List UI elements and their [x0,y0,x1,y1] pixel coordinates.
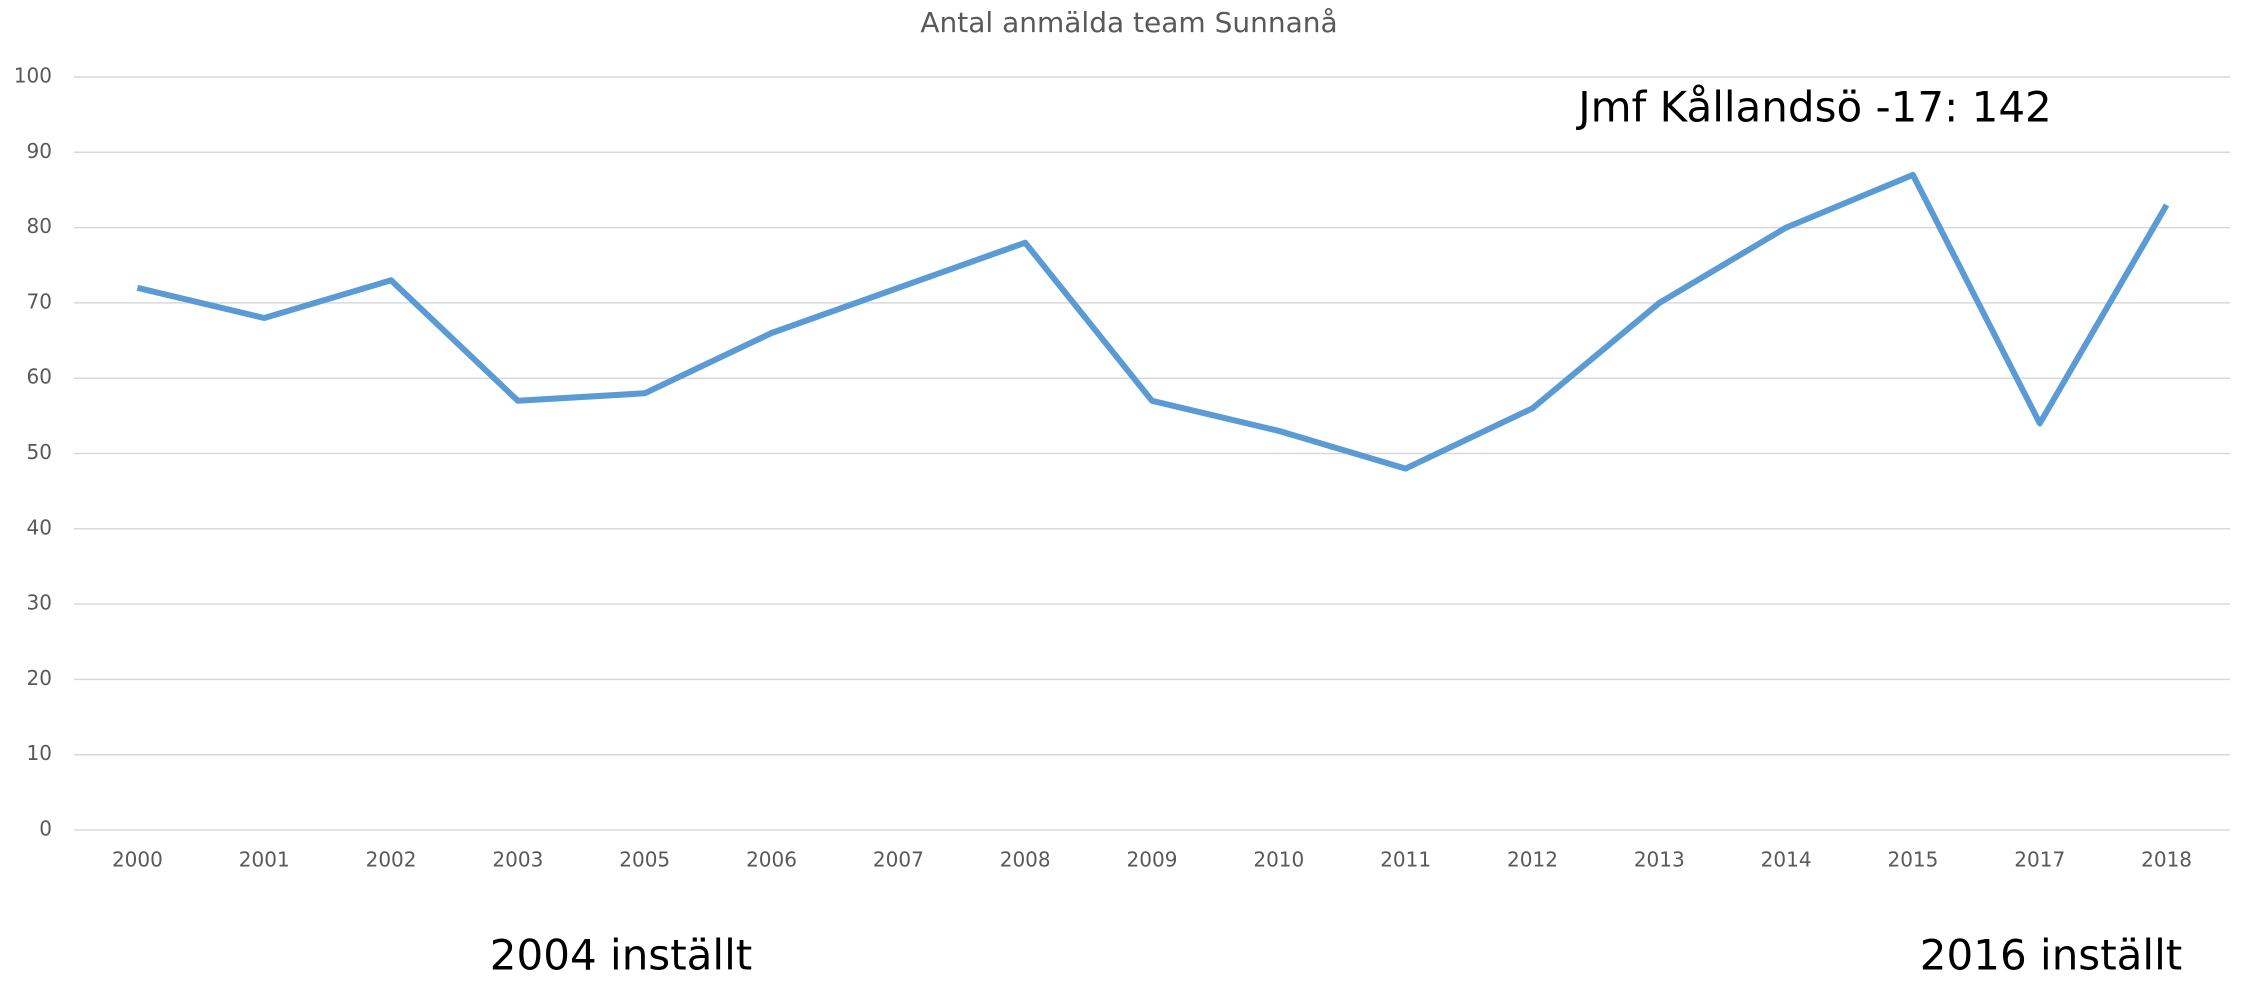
y-tick-label: 70 [27,289,52,313]
x-tick-label: 2002 [366,848,417,872]
x-tick-label: 2003 [492,848,543,872]
x-tick-label: 2007 [873,848,924,872]
annotation: 2016 inställt [1920,931,2182,980]
y-tick-label: 80 [27,214,52,238]
x-tick-label: 2005 [619,848,670,872]
x-tick-label: 2014 [1761,848,1812,872]
chart-title: Antal anmälda team Sunnanå [920,6,1337,39]
y-tick-label: 0 [39,817,52,841]
x-tick-label: 2013 [1634,848,1685,872]
y-tick-label: 10 [27,741,52,765]
x-tick-label: 2009 [1127,848,1178,872]
y-tick-label: 20 [27,666,52,690]
annotation: 2004 inställt [490,931,752,980]
x-tick-label: 2011 [1380,848,1431,872]
y-tick-label: 100 [14,64,52,88]
x-tick-label: 2012 [1507,848,1558,872]
x-tick-label: 2001 [239,848,290,872]
x-tick-label: 2017 [2014,848,2065,872]
x-tick-label: 2008 [1000,848,1051,872]
y-tick-label: 30 [27,591,52,615]
y-tick-label: 50 [27,440,52,464]
y-tick-label: 40 [27,515,52,539]
y-tick-label: 90 [27,139,52,163]
y-tick-label: 60 [27,365,52,389]
data-line [136,171,2170,472]
x-tick-label: 2018 [2141,848,2192,872]
x-tick-label: 2000 [112,848,163,872]
x-tick-label: 2006 [746,848,797,872]
annotation: Jmf Kållandsö -17: 142 [1575,83,2052,132]
x-tick-label: 2015 [1887,848,1938,872]
x-tick-label: 2010 [1253,848,1304,872]
